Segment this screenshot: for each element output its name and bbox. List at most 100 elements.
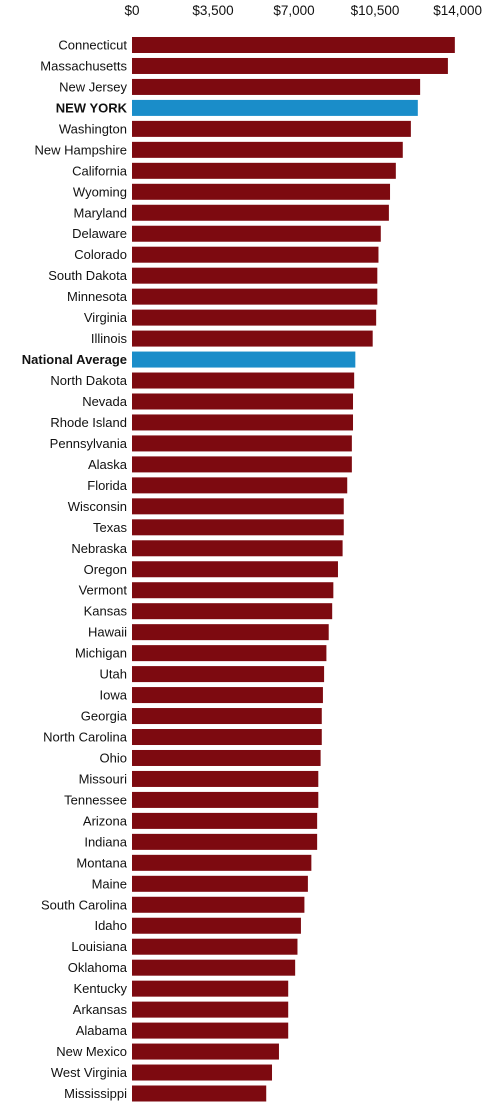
category-label-south-dakota: South Dakota bbox=[48, 268, 128, 283]
category-label-north-dakota: North Dakota bbox=[50, 373, 127, 388]
category-label-oregon: Oregon bbox=[84, 562, 127, 577]
category-label-arkansas: Arkansas bbox=[73, 1002, 128, 1017]
category-label-hawaii: Hawaii bbox=[88, 625, 127, 640]
bar-nebraska bbox=[132, 540, 343, 557]
bar-new-mexico bbox=[132, 1043, 279, 1060]
category-label-texas: Texas bbox=[93, 520, 127, 535]
category-label-maine: Maine bbox=[92, 876, 127, 891]
bar-west-virginia bbox=[132, 1064, 273, 1081]
bar-rhode-island bbox=[132, 414, 354, 431]
bar-kentucky bbox=[132, 980, 289, 997]
category-label-alabama: Alabama bbox=[76, 1023, 128, 1038]
category-label-delaware: Delaware bbox=[72, 226, 127, 241]
bar-wyoming bbox=[132, 183, 391, 200]
bar-massachusetts bbox=[132, 57, 448, 74]
bar-washington bbox=[132, 120, 411, 137]
category-label-michigan: Michigan bbox=[75, 646, 127, 661]
x-tick-label: $10,500 bbox=[351, 3, 400, 18]
bar-california bbox=[132, 162, 396, 179]
category-label-wisconsin: Wisconsin bbox=[68, 499, 127, 514]
category-label-tennessee: Tennessee bbox=[64, 792, 127, 807]
bar-pennsylvania bbox=[132, 435, 352, 452]
bar-missouri bbox=[132, 770, 319, 787]
category-label-ohio: Ohio bbox=[100, 750, 127, 765]
bar-indiana bbox=[132, 833, 318, 850]
category-label-indiana: Indiana bbox=[84, 834, 127, 849]
category-label-montana: Montana bbox=[76, 855, 127, 870]
bar-colorado bbox=[132, 246, 379, 263]
category-label-florida: Florida bbox=[87, 478, 128, 493]
category-label-missouri: Missouri bbox=[79, 771, 128, 786]
bar-oklahoma bbox=[132, 959, 296, 976]
category-label-nebraska: Nebraska bbox=[71, 541, 127, 556]
bar-idaho bbox=[132, 917, 301, 934]
category-label-west-virginia: West Virginia bbox=[51, 1065, 128, 1080]
x-tick-label: $14,000 bbox=[433, 3, 482, 18]
category-label-national-average: National Average bbox=[22, 352, 127, 367]
category-label-kansas: Kansas bbox=[84, 604, 128, 619]
bar-nevada bbox=[132, 393, 354, 410]
category-label-wyoming: Wyoming bbox=[73, 184, 127, 199]
category-label-new-york: NEW YORK bbox=[56, 100, 128, 115]
bar-michigan bbox=[132, 645, 327, 662]
x-tick-label: $0 bbox=[124, 3, 139, 18]
bar-vermont bbox=[132, 582, 334, 599]
bar-florida bbox=[132, 477, 348, 494]
bar-tennessee bbox=[132, 791, 319, 808]
bar-mississippi bbox=[132, 1085, 267, 1102]
category-label-california: California bbox=[72, 163, 128, 178]
x-tick-label: $3,500 bbox=[192, 3, 233, 18]
category-label-north-carolina: North Carolina bbox=[43, 730, 128, 745]
category-label-south-carolina: South Carolina bbox=[41, 897, 128, 912]
bar-maryland bbox=[132, 204, 389, 221]
category-label-virginia: Virginia bbox=[84, 310, 128, 325]
bars-group bbox=[132, 37, 455, 1102]
category-label-washington: Washington bbox=[59, 121, 127, 136]
bar-alaska bbox=[132, 456, 352, 473]
category-label-pennsylvania: Pennsylvania bbox=[50, 436, 128, 451]
category-label-new-hampshire: New Hampshire bbox=[35, 142, 127, 157]
bar-hawaii bbox=[132, 624, 329, 641]
category-label-illinois: Illinois bbox=[91, 331, 128, 346]
bar-arkansas bbox=[132, 1001, 289, 1018]
category-label-minnesota: Minnesota bbox=[67, 289, 128, 304]
bar-montana bbox=[132, 854, 312, 871]
category-labels: Connecticut Massachusetts New Jersey NEW YO… bbox=[22, 38, 128, 1102]
category-label-oklahoma: Oklahoma bbox=[68, 960, 128, 975]
bar-connecticut bbox=[132, 37, 455, 53]
bar-arizona bbox=[132, 812, 318, 829]
bar-south-carolina bbox=[132, 896, 305, 913]
bar-south-dakota bbox=[132, 267, 378, 284]
category-label-colorado: Colorado bbox=[74, 247, 127, 262]
bar-north-carolina bbox=[132, 729, 322, 746]
bar-alabama bbox=[132, 1022, 289, 1039]
x-axis: $0 $3,500 $7,000 $10,500 $14,000 bbox=[124, 3, 482, 18]
bar-illinois bbox=[132, 330, 373, 347]
bar-wisconsin bbox=[132, 498, 344, 515]
bar-delaware bbox=[132, 225, 381, 242]
category-label-iowa: Iowa bbox=[100, 688, 128, 703]
category-label-nevada: Nevada bbox=[82, 394, 128, 409]
bar-kansas bbox=[132, 603, 333, 620]
bar-minnesota bbox=[132, 288, 378, 305]
category-label-vermont: Vermont bbox=[79, 583, 128, 598]
category-label-rhode-island: Rhode Island bbox=[50, 415, 127, 430]
bar-maine bbox=[132, 875, 308, 892]
bar-new-hampshire bbox=[132, 141, 403, 158]
bar-texas bbox=[132, 519, 344, 536]
category-label-arizona: Arizona bbox=[83, 813, 128, 828]
category-label-new-mexico: New Mexico bbox=[56, 1044, 127, 1059]
category-label-maryland: Maryland bbox=[74, 205, 127, 220]
bar-georgia bbox=[132, 708, 322, 725]
category-label-alaska: Alaska bbox=[88, 457, 128, 472]
category-label-connecticut: Connecticut bbox=[58, 38, 127, 53]
bar-new-jersey bbox=[132, 78, 421, 95]
bar-ohio bbox=[132, 749, 321, 766]
category-label-new-jersey: New Jersey bbox=[59, 79, 127, 94]
category-label-utah: Utah bbox=[100, 667, 127, 682]
bar-louisiana bbox=[132, 938, 298, 955]
category-label-georgia: Georgia bbox=[81, 709, 128, 724]
bar-utah bbox=[132, 666, 325, 683]
bar-national-average bbox=[132, 351, 356, 368]
